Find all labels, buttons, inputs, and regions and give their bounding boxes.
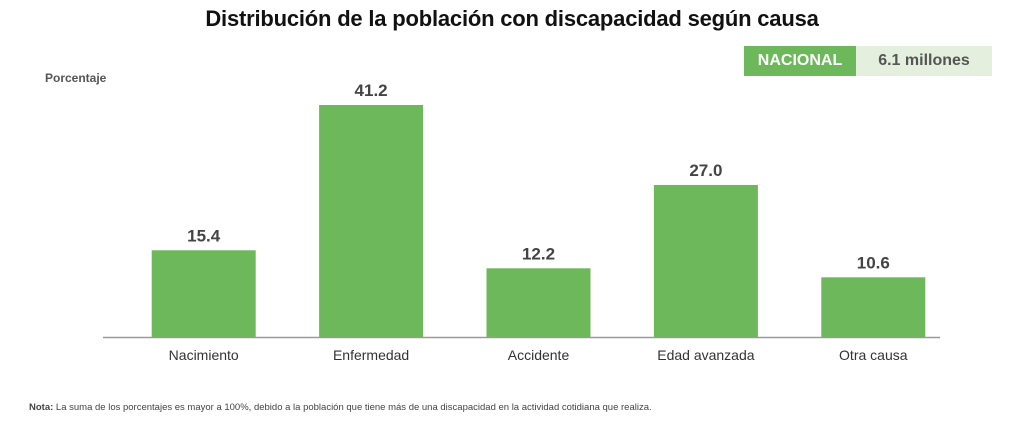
bar-nacimiento [151,250,256,337]
category-label: Accidente [508,347,570,363]
footnote: Nota: La suma de los porcentajes es mayo… [29,402,652,413]
value-label: 15.4 [187,226,221,245]
bar-accidente [486,268,591,337]
population-badge: NACIONAL 6.1 millones [744,46,992,76]
category-label: Edad avanzada [657,347,755,363]
value-label: 12.2 [522,244,555,263]
category-label: Enfermedad [333,347,409,363]
value-label: 41.2 [355,81,388,100]
category-label: Otra causa [839,347,908,363]
bars-group [151,105,926,337]
footnote-text: La suma de los porcentajes es mayor a 10… [53,402,652,413]
bar-edad-avanzada [653,184,758,337]
footnote-label: Nota: [29,402,54,413]
bar-enfermedad [319,105,424,337]
category-label: Nacimiento [169,347,239,363]
badge-scope: NACIONAL [744,46,856,76]
value-label: 27.0 [689,161,722,180]
value-label: 10.6 [857,253,890,272]
chart-title: Distribución de la población con discapa… [205,6,819,31]
category-labels-group: Nacimiento Enfermedad Accidente Edad avanza… [169,347,908,363]
y-axis-label: Porcentaje [45,71,107,85]
value-labels-group: 15.4 41.2 12.2 27.0 10.6 [187,81,890,272]
badge-value: 6.1 millones [856,46,992,76]
bar-otra-causa [821,277,926,337]
